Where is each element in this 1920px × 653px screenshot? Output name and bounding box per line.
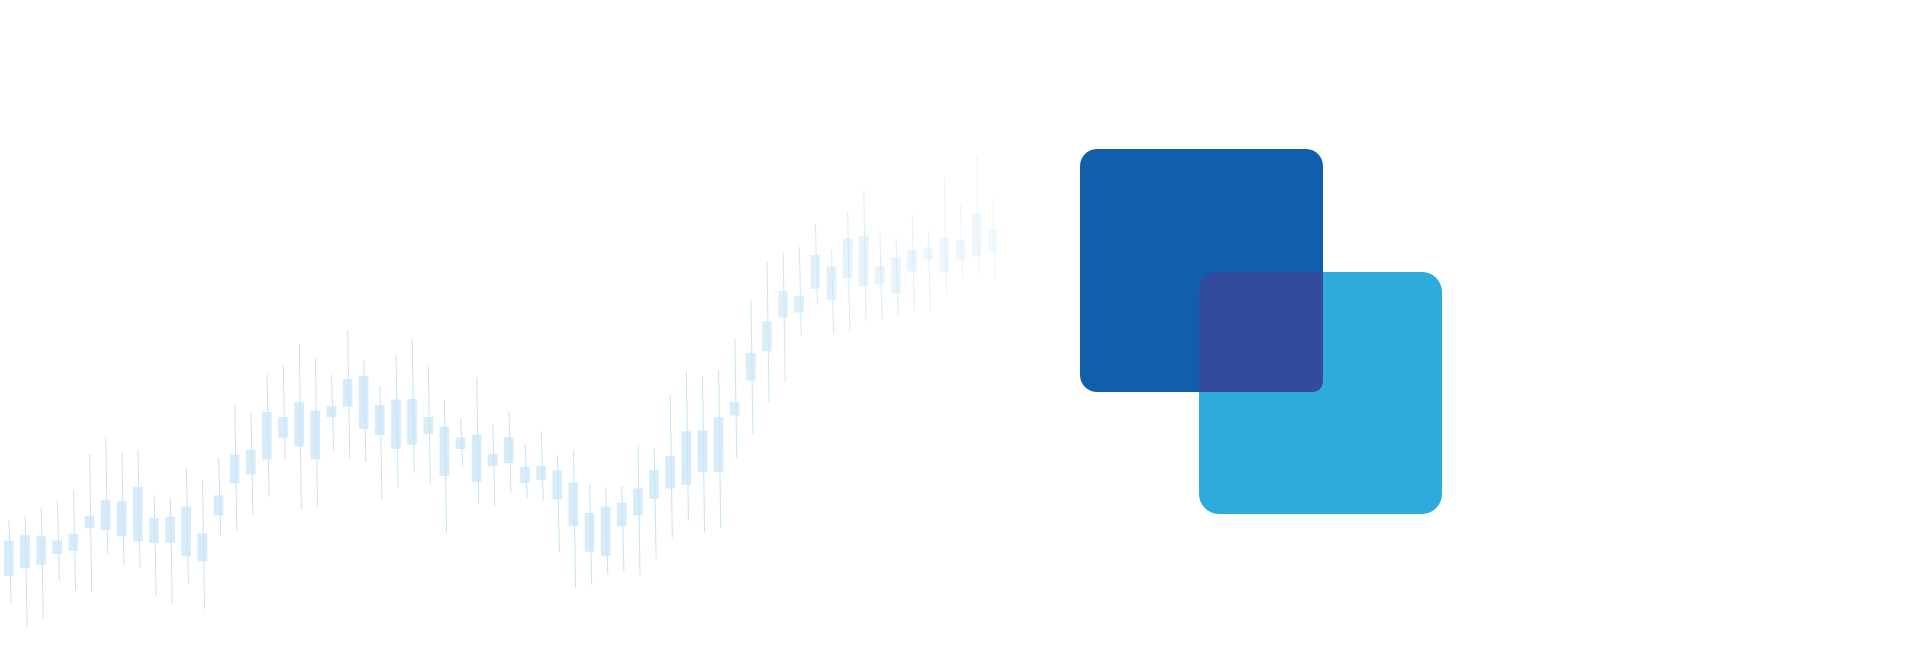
candle-body: [923, 248, 934, 260]
candle-body: [197, 533, 208, 562]
candle-body: [810, 255, 821, 289]
candle-body: [487, 453, 498, 467]
candle-wick: [960, 205, 964, 277]
candle-body: [262, 411, 272, 460]
candle-body: [439, 426, 450, 476]
candle-body: [423, 416, 434, 434]
candle-body: [600, 506, 611, 557]
candle-body: [697, 430, 708, 472]
candle-body: [294, 401, 304, 447]
candle-body: [939, 237, 950, 273]
candle-body: [100, 500, 111, 531]
candle-body: [133, 487, 143, 542]
candle-body: [858, 235, 869, 287]
candle-body: [116, 501, 127, 536]
candle-body: [520, 466, 530, 484]
candle-body: [633, 488, 643, 516]
candle-body: [229, 454, 240, 484]
candle-wick: [153, 495, 157, 597]
candle-wick: [895, 238, 899, 317]
candle-body: [278, 416, 288, 438]
candle-body: [68, 533, 79, 551]
candle-wick: [105, 437, 109, 555]
candle-wick: [798, 246, 802, 337]
candle-body: [342, 378, 353, 407]
candle-body: [907, 250, 917, 272]
candle-body: [181, 506, 192, 557]
candle-body: [165, 516, 175, 543]
candle-body: [729, 402, 740, 416]
candle-wick: [379, 385, 383, 500]
candle-body: [891, 257, 901, 294]
candle-body: [310, 410, 321, 460]
candle-body: [358, 375, 369, 429]
candle-wick: [927, 230, 931, 312]
candle-body: [391, 399, 401, 449]
candle-body: [245, 449, 256, 475]
candle-body: [374, 405, 385, 435]
candle-body: [874, 266, 885, 285]
candle-body: [504, 437, 514, 464]
candle-body: [552, 470, 563, 500]
logo-overlap: [1199, 272, 1323, 392]
candle-body: [84, 515, 95, 529]
candle-body: [762, 321, 772, 352]
candle-body: [778, 291, 788, 318]
candle-body: [213, 495, 224, 516]
candle-wick: [169, 497, 173, 604]
candle-body: [471, 434, 482, 483]
overlapping-squares-logo-icon: [1080, 148, 1442, 514]
candle-wick: [621, 486, 625, 572]
candle-wick: [556, 455, 560, 552]
candle-body: [584, 512, 595, 552]
candle-body: [955, 239, 966, 260]
candle-body: [826, 266, 837, 300]
candle-wick: [282, 364, 286, 460]
candle-wick: [653, 448, 657, 559]
candle-wick: [943, 177, 947, 293]
candle-body: [455, 437, 466, 450]
candle-body: [713, 417, 724, 472]
candle-body: [665, 455, 675, 489]
candle-body: [971, 213, 982, 257]
candle-wick: [879, 234, 883, 321]
candle-wick: [992, 197, 996, 279]
candle-wick: [24, 516, 28, 627]
candle-body: [842, 238, 853, 279]
candle-body: [568, 482, 579, 526]
candle-body: [536, 466, 546, 480]
candle-wick: [540, 430, 544, 501]
candle-body: [987, 229, 998, 253]
candle-body: [681, 431, 692, 485]
candle-body: [36, 536, 46, 565]
candle-body: [4, 540, 14, 576]
candle-body: [52, 540, 63, 554]
candle-body: [149, 518, 159, 543]
candle-wick: [976, 156, 980, 273]
candle-body: [794, 295, 804, 313]
candle-body: [745, 352, 756, 381]
candle-body: [407, 398, 417, 445]
candle-body: [20, 535, 30, 568]
candle-wick: [863, 190, 867, 322]
candle-body: [326, 406, 337, 418]
candle-body: [616, 502, 627, 527]
candle-body: [649, 469, 659, 499]
candle-wick: [734, 338, 738, 459]
candle-wick: [911, 214, 915, 312]
